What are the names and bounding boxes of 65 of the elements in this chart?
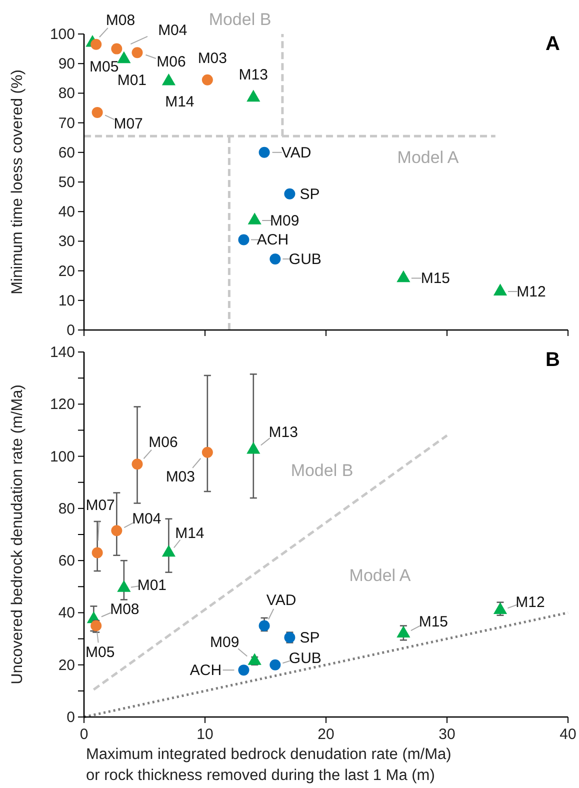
annotation: M06 — [156, 54, 186, 71]
annotation: SP — [300, 186, 320, 203]
y-tick-label: 0 — [66, 709, 75, 726]
annotation: M04 — [158, 22, 188, 39]
x-tick-label: 20 — [318, 726, 334, 743]
annotation: M06 — [148, 434, 178, 452]
y-tick-label: 80 — [58, 500, 75, 518]
x-tick-label: 10 — [196, 726, 214, 743]
annotation: VAD — [266, 592, 296, 609]
annotation: M05 — [90, 58, 119, 76]
annotation: GUB — [288, 250, 322, 268]
annotation: M14 — [165, 93, 194, 110]
annotation: M15 — [420, 270, 450, 288]
annotation: M01 — [117, 72, 147, 90]
y-tick-label: 120 — [50, 396, 75, 414]
y-tick-label: 70 — [58, 114, 75, 132]
annotation: M07 — [86, 496, 115, 514]
annotation: M03 — [198, 50, 228, 67]
annotation: M07 — [114, 115, 143, 132]
annotation: A — [546, 33, 560, 55]
text: Model B — [208, 10, 272, 29]
annotation: VAD — [281, 144, 312, 162]
annotation: M04 — [132, 510, 162, 528]
y-tick-label: 80 — [58, 85, 75, 102]
annotation: M08 — [106, 12, 136, 29]
y-tick-label: 60 — [58, 552, 75, 570]
y-tick-label: 10 — [58, 292, 75, 310]
y-tick-label: 100 — [50, 448, 75, 466]
y-tick-label: 50 — [58, 174, 75, 191]
annotation: M13 — [238, 66, 268, 84]
y-tick-label: 20 — [58, 262, 75, 280]
annotation: GUB — [288, 650, 322, 667]
annotation: M09 — [210, 634, 240, 651]
annotation: ACH — [190, 662, 222, 680]
annotation: SP — [300, 629, 320, 646]
x-axis-title: Maximum integrated bedrock denudation rate (m/Ma) or rock thickness removed during the last 1 Ma (m) — [86, 746, 452, 784]
y-axis-title: Uncovered bedrock denudation rate (m/Ma) — [9, 384, 26, 684]
annotation: Model A — [397, 148, 460, 167]
y-tick-label: 140 — [50, 344, 75, 361]
annotation: ACH — [256, 232, 289, 249]
x-tick-label: 0 — [80, 726, 88, 743]
annotation: M13 — [268, 424, 298, 441]
y-tick-label: 100 — [50, 26, 75, 43]
annotation: Model A — [349, 566, 412, 585]
annotation: M05 — [86, 644, 115, 661]
y-axis-title: Minimum time loess covered (%) — [9, 70, 26, 294]
x-tick-label: 30 — [438, 726, 456, 743]
annotation: Model B — [290, 461, 354, 480]
annotation: M15 — [418, 614, 448, 631]
annotation: M09 — [270, 212, 300, 230]
annotation: B — [546, 349, 560, 371]
y-tick-label: 40 — [58, 604, 75, 622]
y-tick-label: 20 — [58, 656, 75, 674]
annotation: M14 — [175, 524, 204, 542]
annotation: M12 — [516, 594, 545, 612]
y-tick-label: 30 — [58, 233, 75, 250]
y-tick-label: 40 — [58, 204, 75, 221]
x-tick-label: 40 — [560, 726, 576, 743]
annotation: M03 — [166, 468, 196, 486]
annotation: M12 — [516, 284, 546, 301]
annotation: M01 — [137, 576, 167, 594]
y-tick-label: 0 — [66, 322, 75, 339]
y-tick-label: 90 — [58, 56, 75, 73]
y-tick-label: 60 — [58, 144, 75, 162]
annotation: M08 — [110, 601, 140, 618]
